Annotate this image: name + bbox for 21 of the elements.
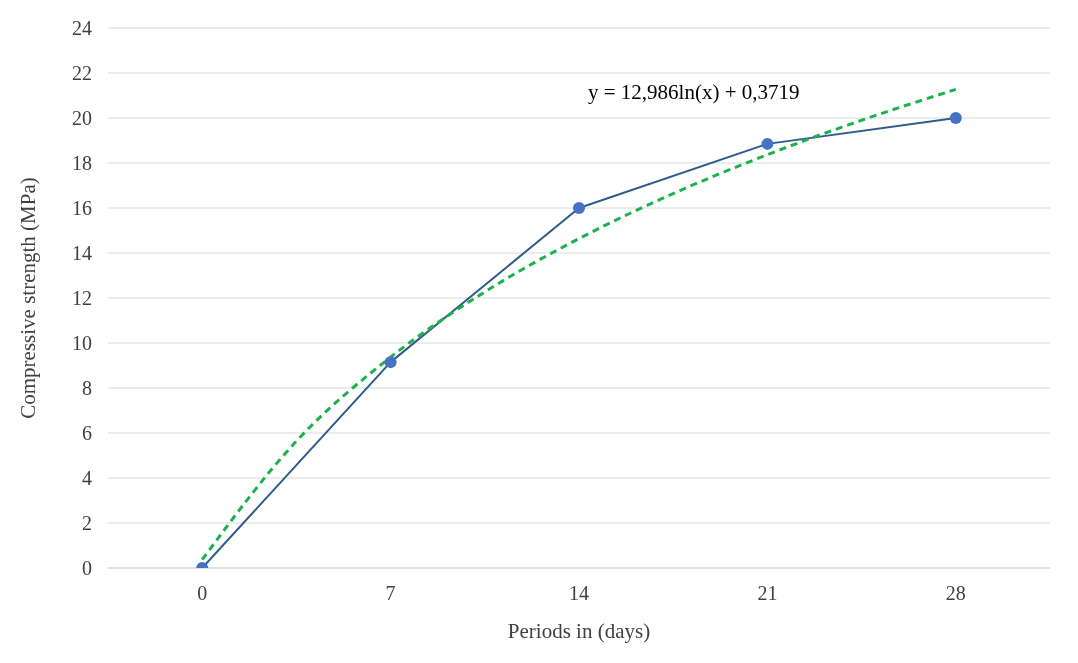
y-tick-label: 6: [82, 422, 92, 445]
y-tick-label: 18: [72, 152, 92, 175]
x-tick-label: 7: [385, 582, 396, 605]
x-tick-label: 0: [197, 582, 208, 605]
y-tick-label: 24: [72, 17, 92, 40]
y-tick-label: 12: [72, 287, 92, 310]
y-tick-label: 22: [72, 62, 92, 85]
y-tick-label: 2: [82, 512, 92, 535]
y-tick-label: 16: [72, 197, 92, 220]
x-tick-label: 21: [757, 582, 778, 605]
y-tick-label: 20: [72, 107, 92, 130]
y-tick-label: 10: [72, 332, 92, 355]
y-axis-title: Compressive strength (MPa): [16, 177, 41, 419]
annotation: y = 12,986ln(x) + 0,3719: [588, 80, 800, 105]
y-tick-label: 4: [82, 467, 92, 490]
y-tick-label: 0: [82, 557, 92, 580]
y-tick-label: 14: [72, 242, 92, 265]
y-tick-label: 8: [82, 377, 92, 400]
x-axis-title: Periods in (days): [507, 619, 651, 643]
x-tick-label: 14: [569, 582, 589, 605]
x-tick-label: 28: [945, 582, 966, 605]
